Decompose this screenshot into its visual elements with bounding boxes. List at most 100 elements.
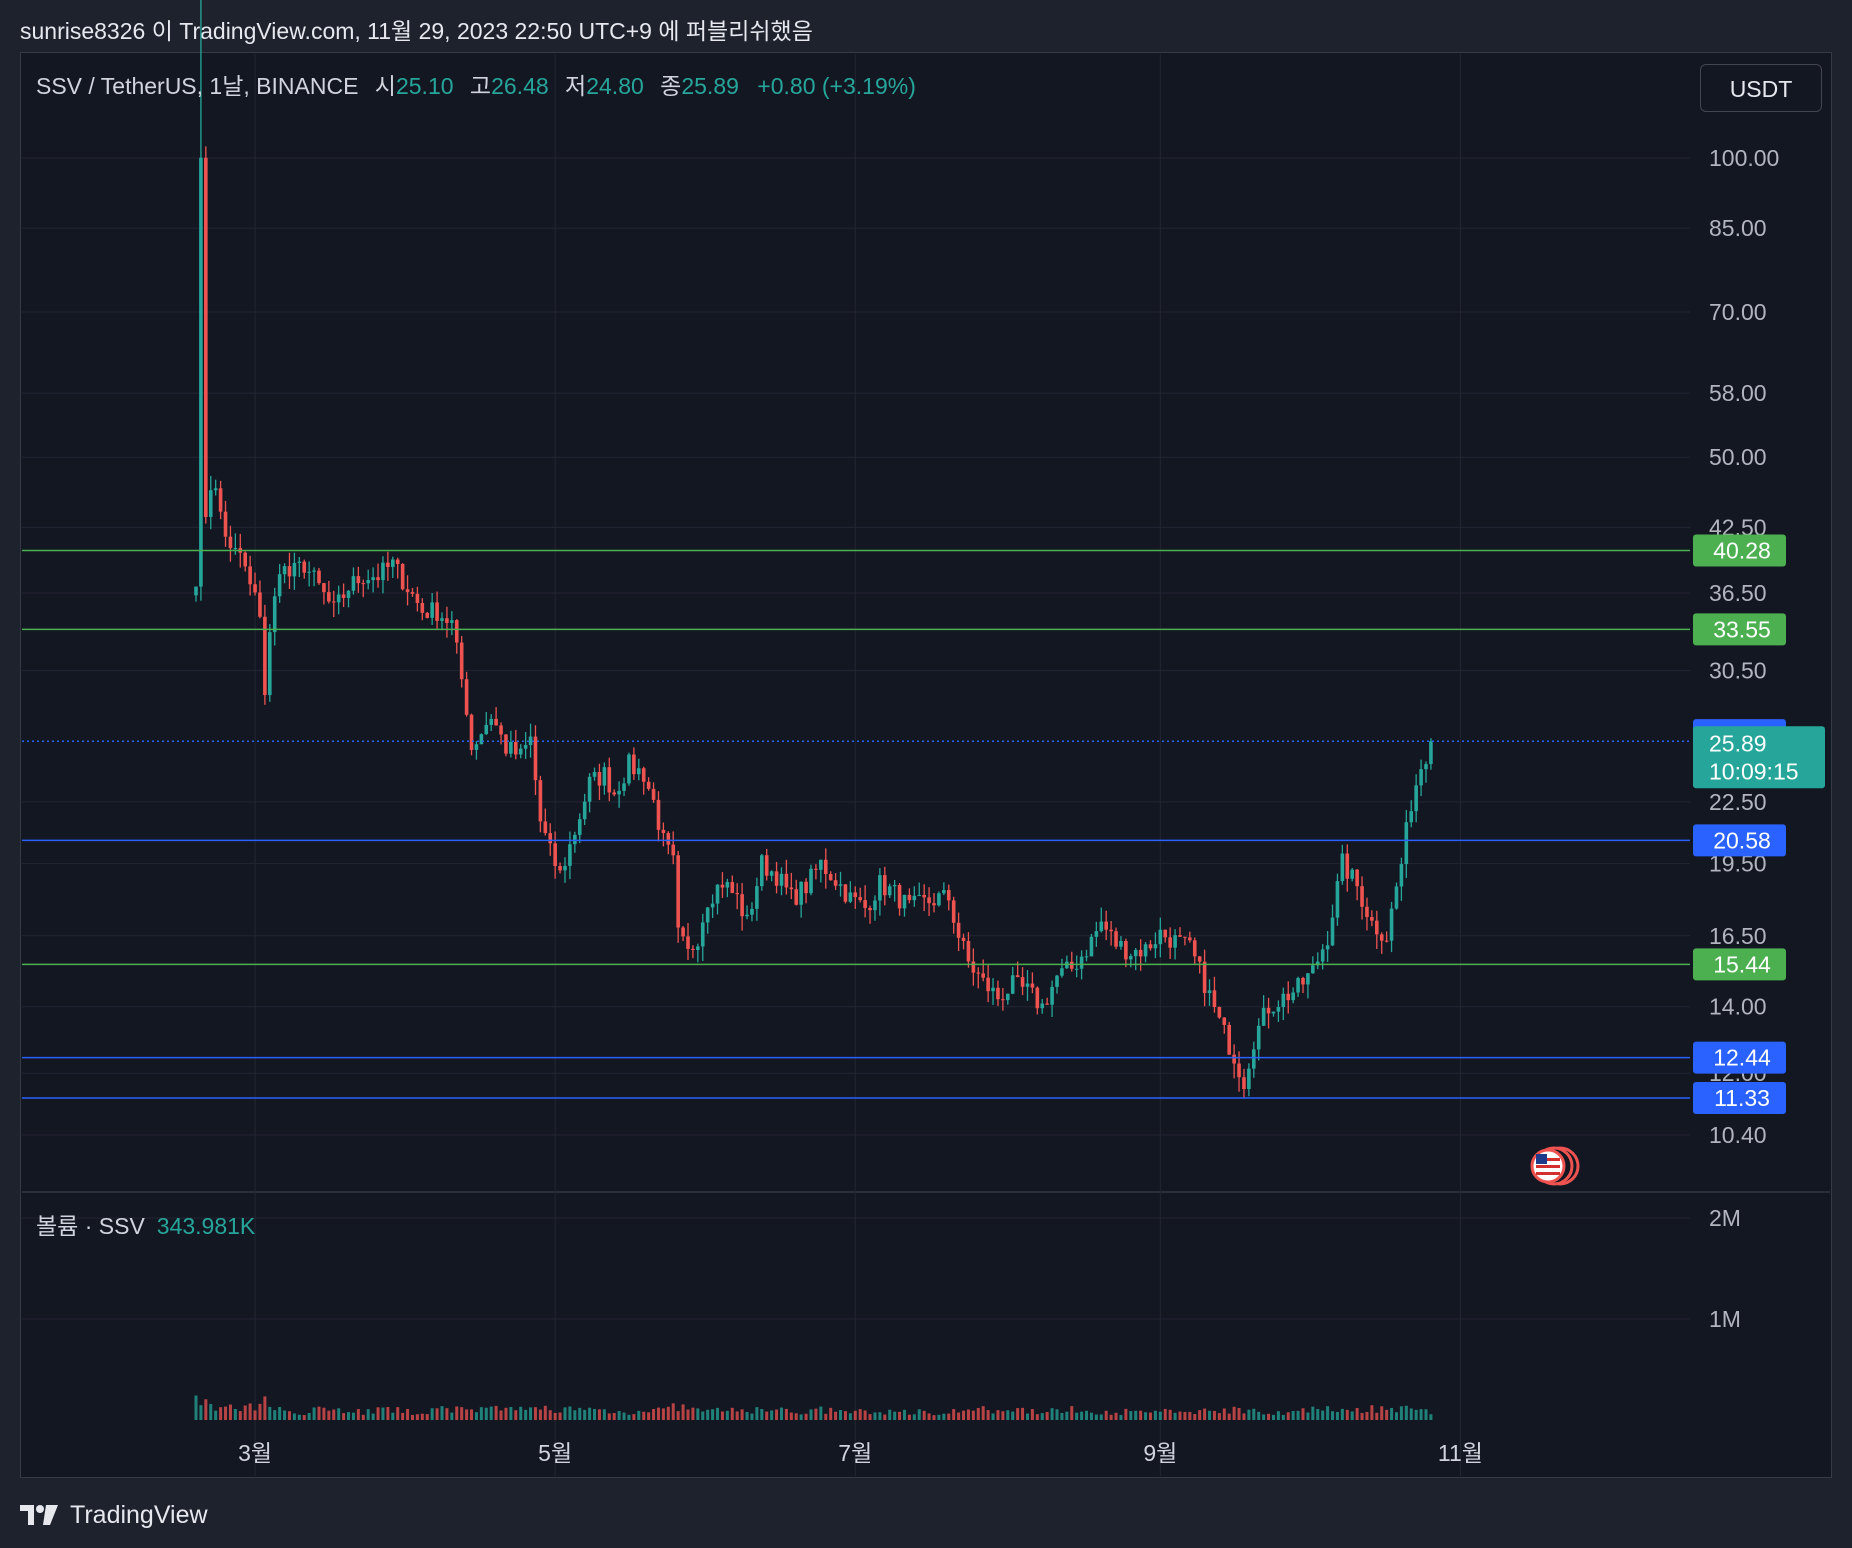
candle-body xyxy=(336,594,341,603)
candle-body xyxy=(258,592,262,617)
volume-bar xyxy=(888,1409,892,1420)
volume-bar xyxy=(553,1412,557,1420)
candles-group xyxy=(194,0,1433,1099)
volume-bar xyxy=(927,1413,931,1420)
volume-bar xyxy=(420,1413,424,1420)
volume-bar xyxy=(942,1413,946,1420)
candle-body xyxy=(814,868,818,870)
candle-body xyxy=(1301,978,1305,985)
volume-bar xyxy=(1227,1413,1231,1420)
volume-bar xyxy=(957,1412,961,1420)
volume-bar xyxy=(883,1414,887,1420)
candle-body xyxy=(838,884,843,886)
volume-bar xyxy=(563,1407,567,1420)
candle-body xyxy=(794,889,799,905)
volume-bar xyxy=(1203,1408,1207,1420)
volume-bar xyxy=(1099,1414,1103,1420)
candle-body xyxy=(755,886,759,909)
volume-label[interactable]: 볼륨 · SSV xyxy=(36,1213,145,1239)
candle-body xyxy=(518,748,523,755)
volume-bar xyxy=(691,1407,695,1420)
candle-body xyxy=(322,583,326,593)
candle-body xyxy=(479,734,484,745)
volume-bar xyxy=(814,1408,818,1420)
volume-bar xyxy=(268,1406,272,1420)
volume-bar xyxy=(937,1414,941,1420)
candle-body xyxy=(710,903,715,908)
candle-body xyxy=(1365,906,1369,918)
candle-body xyxy=(509,742,513,754)
volume-legend: 볼륨 · SSV 343.981K xyxy=(36,1210,255,1242)
footer-brand[interactable]: TradingView xyxy=(20,1498,208,1532)
candle-body xyxy=(725,882,730,888)
volume-axis-label: 1M xyxy=(1709,1306,1741,1332)
volume-bar xyxy=(1198,1410,1202,1420)
candle-body xyxy=(927,897,931,904)
candle-body xyxy=(1153,944,1158,949)
candle-body xyxy=(420,602,425,613)
volume-bar xyxy=(263,1396,267,1420)
chart-frame[interactable] xyxy=(20,52,1832,1478)
volume-bar xyxy=(1340,1408,1344,1420)
candle-body xyxy=(1104,921,1108,930)
candle-body xyxy=(1045,1003,1049,1005)
candle-body xyxy=(1325,945,1330,950)
volume-bar xyxy=(401,1412,405,1420)
candle-body xyxy=(1350,869,1354,879)
volume-bar xyxy=(971,1410,975,1420)
volume-bar xyxy=(573,1410,577,1420)
volume-bar xyxy=(952,1409,956,1420)
candle-body xyxy=(1227,1024,1231,1055)
volume-bar xyxy=(1119,1414,1123,1420)
candle-body xyxy=(1286,993,1291,1001)
volume-bar xyxy=(209,1404,213,1420)
us-flag-event-icon[interactable] xyxy=(1530,1146,1580,1186)
candle-body xyxy=(848,892,853,902)
volume-bar xyxy=(356,1409,360,1420)
candle-body xyxy=(450,620,454,623)
candle-body xyxy=(779,873,784,886)
candle-body xyxy=(587,776,592,802)
volume-bar xyxy=(1040,1413,1044,1420)
level-price-label: 40.28 xyxy=(1713,538,1771,564)
volume-bar xyxy=(602,1409,606,1420)
candle-body xyxy=(1119,940,1123,947)
candle-body xyxy=(804,881,808,894)
volume-bar xyxy=(1030,1409,1034,1420)
volume-bar xyxy=(1217,1413,1221,1420)
time-axis-label: 5월 xyxy=(538,1440,572,1466)
volume-bar xyxy=(661,1408,665,1420)
candle-body xyxy=(1429,741,1433,765)
candle-body xyxy=(440,618,444,621)
price-axis-label: 36.50 xyxy=(1709,580,1767,606)
volume-bar xyxy=(233,1409,237,1420)
volume-bar xyxy=(1089,1412,1093,1420)
candle-body xyxy=(405,589,410,593)
volume-bar xyxy=(922,1410,926,1420)
volume-bar xyxy=(327,1410,331,1420)
candle-body xyxy=(553,843,557,867)
volume-bar xyxy=(538,1409,542,1420)
currency-button[interactable]: USDT xyxy=(1700,64,1822,112)
candle-body xyxy=(307,571,311,573)
volume-bar xyxy=(858,1409,862,1420)
candle-body xyxy=(1330,917,1335,946)
candle-body xyxy=(361,583,366,585)
volume-bar xyxy=(1016,1408,1020,1420)
price-axis-label: 70.00 xyxy=(1709,299,1767,325)
volume-bar xyxy=(1276,1411,1280,1420)
candle-body xyxy=(833,880,838,886)
candle-body xyxy=(445,618,449,623)
symbol-name[interactable]: SSV / TetherUS, 1날, BINANCE xyxy=(36,73,359,99)
volume-bar xyxy=(1291,1411,1295,1420)
candle-body xyxy=(1040,1003,1045,1009)
candle-body xyxy=(1192,940,1197,957)
candle-body xyxy=(784,873,789,888)
volume-bar xyxy=(1178,1411,1182,1420)
volume-bar xyxy=(1124,1408,1128,1420)
volume-bar xyxy=(1316,1408,1320,1420)
volume-bar xyxy=(779,1407,783,1420)
volume-bar xyxy=(1168,1409,1172,1420)
candle-body xyxy=(435,602,439,621)
